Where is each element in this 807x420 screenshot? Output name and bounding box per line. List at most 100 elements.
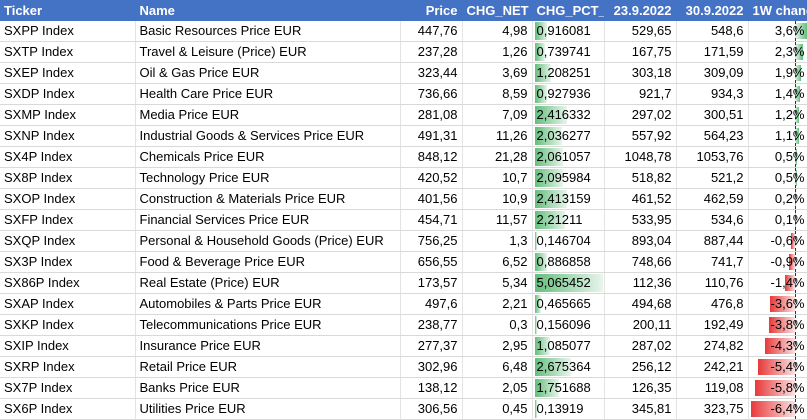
chg-net-cell[interactable]: 6,52 bbox=[462, 251, 533, 273]
chg-pct-cell[interactable]: 0,927936 bbox=[532, 83, 605, 105]
ticker-cell[interactable]: SX8P Index bbox=[0, 167, 136, 189]
ticker-cell[interactable]: SXIP Index bbox=[0, 335, 136, 357]
chg-pct-cell[interactable]: 2,061057 bbox=[532, 146, 605, 168]
chg-net-cell[interactable]: 1,26 bbox=[462, 41, 533, 63]
chg-pct-cell[interactable]: 0,739741 bbox=[532, 41, 605, 63]
chg-net-cell[interactable]: 4,98 bbox=[462, 21, 533, 42]
header-price[interactable]: Price bbox=[400, 0, 463, 21]
chg-net-cell[interactable]: 2,21 bbox=[462, 293, 533, 315]
date-1-cell[interactable]: 126,35 bbox=[604, 377, 677, 399]
name-cell[interactable]: Telecommunications Price EUR bbox=[135, 314, 401, 336]
date-2-cell[interactable]: 476,8 bbox=[676, 293, 749, 315]
ticker-cell[interactable]: SXQP Index bbox=[0, 230, 136, 252]
week-change-cell[interactable]: 2,3% bbox=[748, 41, 807, 63]
header-chg-net[interactable]: CHG_NET bbox=[462, 0, 533, 21]
name-cell[interactable]: Food & Beverage Price EUR bbox=[135, 251, 401, 273]
ticker-cell[interactable]: SX4P Index bbox=[0, 146, 136, 168]
ticker-cell[interactable]: SXOP Index bbox=[0, 188, 136, 210]
price-cell[interactable]: 454,71 bbox=[400, 209, 463, 231]
name-cell[interactable]: Industrial Goods & Services Price EUR bbox=[135, 125, 401, 147]
date-1-cell[interactable]: 112,36 bbox=[604, 272, 677, 294]
date-1-cell[interactable]: 256,12 bbox=[604, 356, 677, 378]
price-cell[interactable]: 447,76 bbox=[400, 21, 463, 42]
name-cell[interactable]: Chemicals Price EUR bbox=[135, 146, 401, 168]
date-1-cell[interactable]: 557,92 bbox=[604, 125, 677, 147]
week-change-cell[interactable]: 1,2% bbox=[748, 104, 807, 126]
chg-net-cell[interactable]: 8,59 bbox=[462, 83, 533, 105]
date-2-cell[interactable]: 934,3 bbox=[676, 83, 749, 105]
chg-net-cell[interactable]: 1,3 bbox=[462, 230, 533, 252]
name-cell[interactable]: Oil & Gas Price EUR bbox=[135, 62, 401, 84]
price-cell[interactable]: 736,66 bbox=[400, 83, 463, 105]
date-1-cell[interactable]: 303,18 bbox=[604, 62, 677, 84]
ticker-cell[interactable]: SXNP Index bbox=[0, 125, 136, 147]
price-cell[interactable]: 302,96 bbox=[400, 356, 463, 378]
chg-net-cell[interactable]: 5,34 bbox=[462, 272, 533, 294]
date-1-cell[interactable]: 461,52 bbox=[604, 188, 677, 210]
price-cell[interactable]: 277,37 bbox=[400, 335, 463, 357]
date-1-cell[interactable]: 533,95 bbox=[604, 209, 677, 231]
price-cell[interactable]: 497,6 bbox=[400, 293, 463, 315]
date-1-cell[interactable]: 1048,78 bbox=[604, 146, 677, 168]
name-cell[interactable]: Retail Price EUR bbox=[135, 356, 401, 378]
name-cell[interactable]: Construction & Materials Price EUR bbox=[135, 188, 401, 210]
chg-pct-cell[interactable]: 1,751688 bbox=[532, 377, 605, 399]
header-date-2[interactable]: 30.9.2022 bbox=[676, 0, 749, 21]
price-cell[interactable]: 237,28 bbox=[400, 41, 463, 63]
price-cell[interactable]: 173,57 bbox=[400, 272, 463, 294]
name-cell[interactable]: Technology Price EUR bbox=[135, 167, 401, 189]
chg-net-cell[interactable]: 11,57 bbox=[462, 209, 533, 231]
chg-pct-cell[interactable]: 2,413159 bbox=[532, 188, 605, 210]
chg-pct-cell[interactable]: 5,065452 bbox=[532, 272, 605, 294]
ticker-cell[interactable]: SXPP Index bbox=[0, 21, 136, 42]
chg-pct-cell[interactable]: 1,208251 bbox=[532, 62, 605, 84]
name-cell[interactable]: Real Estate (Price) EUR bbox=[135, 272, 401, 294]
date-2-cell[interactable]: 521,2 bbox=[676, 167, 749, 189]
ticker-cell[interactable]: SXKP Index bbox=[0, 314, 136, 336]
chg-pct-cell[interactable]: 2,21211 bbox=[532, 209, 605, 231]
chg-net-cell[interactable]: 2,05 bbox=[462, 377, 533, 399]
date-2-cell[interactable]: 192,49 bbox=[676, 314, 749, 336]
week-change-cell[interactable]: -0,6% bbox=[748, 230, 807, 252]
price-cell[interactable]: 401,56 bbox=[400, 188, 463, 210]
date-2-cell[interactable]: 171,59 bbox=[676, 41, 749, 63]
date-1-cell[interactable]: 287,02 bbox=[604, 335, 677, 357]
week-change-cell[interactable]: 1,4% bbox=[748, 83, 807, 105]
name-cell[interactable]: Personal & Household Goods (Price) EUR bbox=[135, 230, 401, 252]
date-2-cell[interactable]: 534,6 bbox=[676, 209, 749, 231]
header-name[interactable]: Name bbox=[135, 0, 401, 21]
week-change-cell[interactable]: -0,9% bbox=[748, 251, 807, 273]
ticker-cell[interactable]: SX86P Index bbox=[0, 272, 136, 294]
date-1-cell[interactable]: 518,82 bbox=[604, 167, 677, 189]
price-cell[interactable]: 420,52 bbox=[400, 167, 463, 189]
week-change-cell[interactable]: -3,8% bbox=[748, 314, 807, 336]
chg-pct-cell[interactable]: 0,146704 bbox=[532, 230, 605, 252]
header-1w-change[interactable]: 1W change bbox=[748, 0, 807, 21]
week-change-cell[interactable]: -1,4% bbox=[748, 272, 807, 294]
ticker-cell[interactable]: SXDP Index bbox=[0, 83, 136, 105]
chg-pct-cell[interactable]: 2,675364 bbox=[532, 356, 605, 378]
chg-net-cell[interactable]: 21,28 bbox=[462, 146, 533, 168]
ticker-cell[interactable]: SXTP Index bbox=[0, 41, 136, 63]
week-change-cell[interactable]: 0,1% bbox=[748, 209, 807, 231]
ticker-cell[interactable]: SXRP Index bbox=[0, 356, 136, 378]
date-2-cell[interactable]: 548,6 bbox=[676, 21, 749, 42]
date-1-cell[interactable]: 748,66 bbox=[604, 251, 677, 273]
price-cell[interactable]: 281,08 bbox=[400, 104, 463, 126]
chg-net-cell[interactable]: 3,69 bbox=[462, 62, 533, 84]
date-2-cell[interactable]: 462,59 bbox=[676, 188, 749, 210]
chg-pct-cell[interactable]: 0,465665 bbox=[532, 293, 605, 315]
chg-net-cell[interactable]: 10,7 bbox=[462, 167, 533, 189]
chg-net-cell[interactable]: 0,3 bbox=[462, 314, 533, 336]
week-change-cell[interactable]: -4,3% bbox=[748, 335, 807, 357]
week-change-cell[interactable]: 3,6% bbox=[748, 21, 807, 42]
date-1-cell[interactable]: 297,02 bbox=[604, 104, 677, 126]
price-cell[interactable]: 656,55 bbox=[400, 251, 463, 273]
name-cell[interactable]: Health Care Price EUR bbox=[135, 83, 401, 105]
ticker-cell[interactable]: SXFP Index bbox=[0, 209, 136, 231]
week-change-cell[interactable]: 0,5% bbox=[748, 167, 807, 189]
chg-net-cell[interactable]: 7,09 bbox=[462, 104, 533, 126]
week-change-cell[interactable]: 0,5% bbox=[748, 146, 807, 168]
date-2-cell[interactable]: 741,7 bbox=[676, 251, 749, 273]
ticker-cell[interactable]: SXAP Index bbox=[0, 293, 136, 315]
